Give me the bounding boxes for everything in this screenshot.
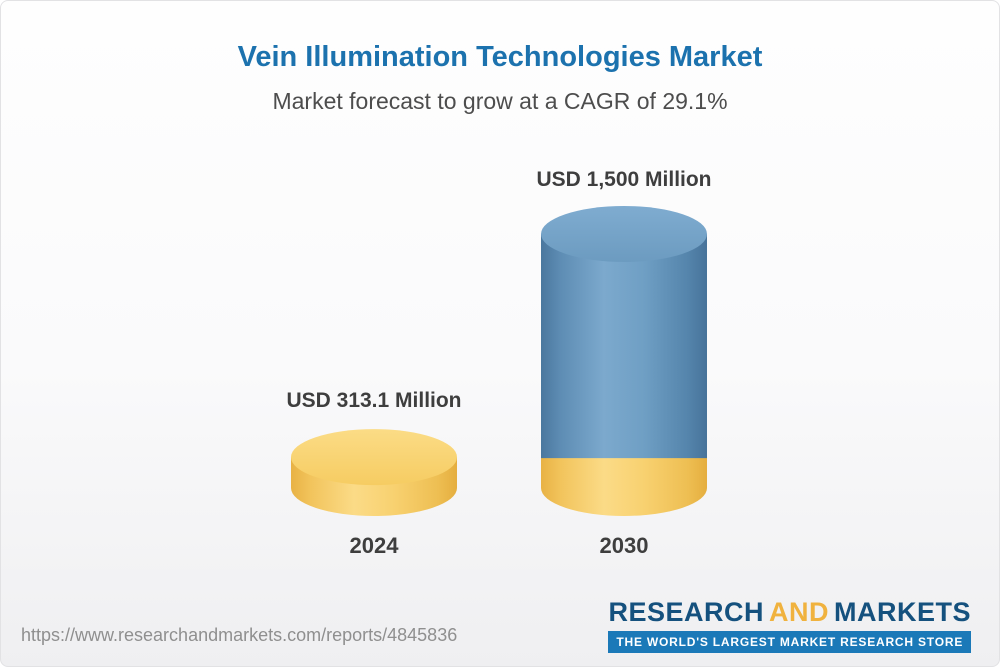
chart-subtitle: Market forecast to grow at a CAGR of 29.… (272, 88, 728, 114)
bar-value-label-2024: USD 313.1 Million (286, 389, 462, 412)
logo-word-research: RESEARCH (608, 597, 764, 627)
chart-title: Vein Illumination Technologies Market (237, 41, 763, 73)
x-axis-label-2030: 2030 (599, 533, 649, 558)
bar-2030-cylinder (541, 206, 707, 516)
bar-2024-top-cap (291, 429, 457, 486)
bar-2030-base-segment (541, 457, 707, 516)
bar-2030-top-cap (541, 206, 707, 262)
research-and-markets-logo: RESEARCH AND MARKETS THE WORLD'S LARGEST M… (608, 597, 971, 653)
logo-word-and: AND (769, 597, 829, 627)
logo-word-markets: MARKETS (834, 597, 971, 627)
logo-tagline: THE WORLD'S LARGEST MARKET RESEARCH STOR… (608, 631, 971, 653)
bar-value-label-2030: USD 1,500 Million (536, 168, 712, 191)
bar-2030-body (541, 234, 707, 459)
x-axis-label-2024: 2024 (349, 533, 399, 558)
source-url: https://www.researchandmarkets.com/repor… (21, 625, 458, 645)
bar-2024-cylinder (291, 429, 457, 516)
logo-wordmark: RESEARCH AND MARKETS (608, 597, 971, 628)
